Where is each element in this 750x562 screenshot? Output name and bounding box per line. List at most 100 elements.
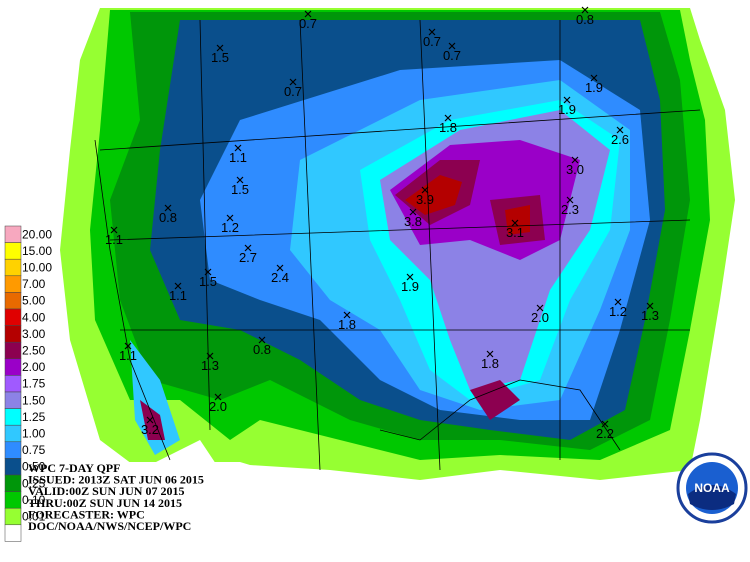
point-value: 1.5 — [231, 182, 249, 197]
point-marker — [536, 304, 544, 312]
legend-label: 7.00 — [22, 277, 46, 291]
legend-swatch-blank — [4, 524, 22, 542]
legend: 20.00 15.00 10.00 7.00 5.00 4.00 3.00 2.50 2.00 1… — [4, 225, 52, 542]
point-value: 3.9 — [416, 192, 434, 207]
point-marker — [571, 156, 579, 164]
info-line: VALID:00Z SUN JUN 07 2015 — [28, 484, 184, 498]
area-baja-core — [140, 400, 165, 440]
legend-swatch — [4, 341, 22, 360]
legend-label: 3.00 — [22, 327, 46, 341]
legend-swatch — [4, 308, 22, 326]
legend-label: 10.00 — [22, 261, 52, 275]
point-value: 0.8 — [576, 12, 594, 27]
point-value: 2.0 — [531, 310, 549, 325]
point-value: 1.5 — [199, 274, 217, 289]
point-marker — [146, 416, 154, 424]
point-marker — [646, 302, 654, 310]
point-value: 1.5 — [211, 50, 229, 65]
legend-swatch — [4, 458, 22, 476]
point-marker — [444, 114, 452, 122]
legend-label: 2.00 — [22, 360, 46, 374]
boundaries — [94, 19, 701, 471]
point-marker — [421, 186, 429, 194]
point-marker — [486, 350, 494, 358]
noaa-logo: NOAA — [676, 452, 748, 524]
legend-label: 1.00 — [22, 427, 46, 441]
point-marker — [590, 74, 598, 82]
legend-swatch — [4, 275, 22, 293]
info-line: WPC 7-DAY QPF — [28, 461, 120, 475]
point-value: 3.0 — [566, 162, 584, 177]
point-value: 1.1 — [229, 150, 247, 165]
point-value: 1.1 — [169, 288, 187, 303]
legend-swatch — [4, 424, 22, 443]
point-marker — [409, 208, 417, 216]
legend-label: 0.50 — [22, 460, 46, 474]
area-baja — [130, 340, 180, 455]
point-marker — [601, 420, 609, 428]
legend-swatch — [4, 242, 22, 260]
point-marker — [304, 10, 312, 18]
point-value: 1.3 — [201, 358, 219, 373]
legend-swatch — [4, 408, 22, 426]
point-marker — [226, 214, 234, 222]
point-marker — [110, 226, 118, 234]
legend-label: 1.25 — [22, 410, 46, 424]
point-value: 0.7 — [443, 48, 461, 63]
legend-swatch — [4, 292, 22, 310]
point-value: 0.7 — [423, 34, 441, 49]
point-value: 1.1 — [105, 232, 123, 247]
point-marker — [236, 176, 244, 184]
legend-label: 15.00 — [22, 244, 52, 258]
info-line: THRU:00Z SUN JUN 14 2015 — [28, 496, 182, 510]
coastline — [94, 139, 621, 461]
point-marker — [406, 273, 414, 281]
point-value: 1.8 — [338, 317, 356, 332]
point-marker — [343, 311, 351, 319]
state-lines — [99, 19, 701, 471]
point-marker — [448, 42, 456, 50]
legend-swatch — [4, 325, 22, 343]
point-value: 2.4 — [271, 270, 289, 285]
point-marker — [581, 6, 589, 14]
legend-swatch — [4, 491, 22, 509]
point-marker — [214, 393, 222, 401]
info-line: DOC/NOAA/NWS/NCEP/WPC — [28, 519, 191, 533]
legend-swatch — [4, 225, 22, 243]
point-marker — [511, 219, 519, 227]
legend-swatch — [4, 391, 22, 409]
legend-label: 4.00 — [22, 310, 46, 324]
legend-label: 1.75 — [22, 377, 46, 391]
legend-label: 20.00 — [22, 227, 52, 241]
point-value: 1.8 — [439, 120, 457, 135]
legend-swatch — [4, 441, 22, 459]
info-box — [0, 462, 240, 530]
forecast-points: 0.7 0.81.50.70.70.71.91.91.82.61.11.53.00… — [105, 6, 659, 441]
point-value: 1.3 — [641, 308, 659, 323]
point-marker — [124, 342, 132, 350]
point-marker — [164, 204, 172, 212]
point-value: 1.9 — [585, 80, 603, 95]
legend-swatch — [4, 474, 22, 492]
point-value: 2.2 — [596, 426, 614, 441]
info-line: FORECASTER: WPC — [28, 507, 145, 521]
logo-text: NOAA — [694, 481, 730, 495]
legend-label: 2.50 — [22, 344, 46, 358]
legend-label: 0.01 — [22, 510, 46, 524]
point-value: 0.8 — [159, 210, 177, 225]
point-value: 0.7 — [299, 16, 317, 31]
point-value: 1.8 — [481, 356, 499, 371]
point-marker — [206, 352, 214, 360]
point-value: 3.8 — [404, 214, 422, 229]
point-value: 2.0 — [209, 399, 227, 414]
point-value: 2.3 — [561, 202, 579, 217]
point-value: 2.6 — [611, 132, 629, 147]
point-marker — [234, 144, 242, 152]
point-value: 3.1 — [506, 225, 524, 240]
precip-areas — [60, 8, 735, 480]
point-value: 1.2 — [221, 220, 239, 235]
point-value: 3.2 — [141, 422, 159, 437]
point-marker — [566, 196, 574, 204]
point-marker — [614, 298, 622, 306]
